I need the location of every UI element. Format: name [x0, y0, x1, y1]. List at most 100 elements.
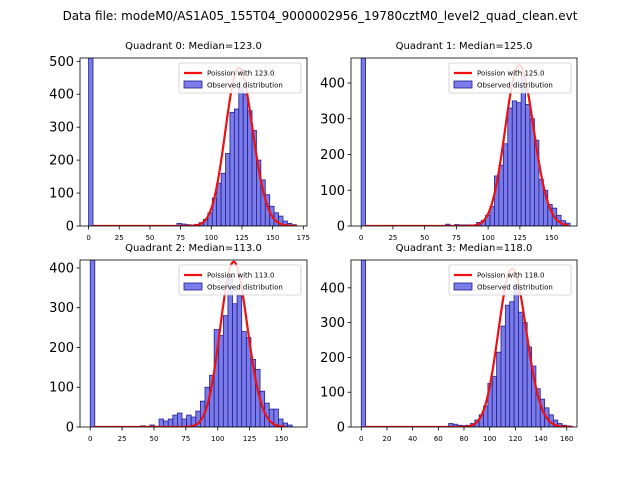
histogram-bar: [88, 58, 94, 226]
x-tick-label: 150: [266, 234, 279, 242]
histogram-bar: [516, 102, 522, 226]
legend-bar-swatch: [183, 282, 203, 291]
histogram-bar: [273, 408, 279, 427]
x-tick-label: 25: [118, 435, 127, 443]
y-tick-label: 400: [49, 261, 74, 276]
x-tick-label: 150: [275, 435, 288, 443]
x-tick-label: 100: [211, 435, 224, 443]
legend-label-poisson: Poission with 123.0: [207, 70, 275, 78]
histogram-bar: [216, 182, 222, 226]
poisson-curve: [94, 260, 286, 427]
y-tick-label: 300: [49, 301, 74, 316]
legend-bar-swatch: [453, 80, 473, 89]
y-tick-label: 400: [49, 88, 74, 103]
legend-box: [448, 62, 572, 94]
histogram-bar: [158, 418, 165, 427]
histogram-bar: [89, 260, 96, 427]
y-tick-label: 100: [49, 381, 74, 396]
x-tick-label: 50: [420, 234, 429, 242]
x-tick-label: 100: [483, 435, 496, 443]
panels: 0 25 50 75 100 125 150 1750100200300400500Quadr…: [49, 41, 578, 443]
histogram-bar: [222, 315, 229, 427]
histogram-bar: [525, 104, 531, 226]
histogram-bar: [513, 283, 519, 427]
legend-bar-swatch: [183, 80, 203, 89]
histogram-bar: [177, 412, 183, 427]
x-tick-label: 40: [408, 435, 417, 443]
histogram-bar: [502, 143, 509, 226]
panel-title: Quadrant 0: Median=123.0: [125, 41, 262, 52]
histogram-bar: [507, 107, 513, 226]
histogram-bar: [229, 111, 235, 226]
legend-label-poisson: Poission with 125.0: [477, 70, 545, 78]
histogram-bar: [511, 100, 518, 226]
legend-box: [178, 62, 302, 94]
plot-area: [88, 58, 298, 226]
y-tick-label: 0: [337, 220, 345, 235]
axes-frame: [79, 57, 308, 227]
x-tick-label: 50: [150, 435, 159, 443]
histogram-bar: [220, 172, 226, 226]
legend-label-poisson: Poission with 118.0: [477, 272, 545, 280]
x-tick-label: 25: [388, 234, 397, 242]
x-tick-label: 125: [513, 234, 526, 242]
legend-bar-swatch: [453, 282, 473, 291]
y-tick-label: 400: [320, 77, 345, 92]
y-tick-label: 300: [320, 316, 345, 331]
x-tick-label: 100: [481, 234, 494, 242]
x-tick-label: 25: [115, 234, 124, 242]
poisson-curve: [92, 66, 298, 226]
histogram-bar: [172, 414, 178, 427]
histogram-bar: [360, 58, 367, 226]
y-tick-label: 400: [320, 281, 345, 296]
y-tick-label: 0: [66, 220, 74, 235]
histogram-bar: [232, 303, 238, 427]
plot-area: [360, 58, 571, 226]
x-tick-label: 140: [534, 435, 547, 443]
panel-3: 0 20 40 60 80 100 120 140 160 0 100 200 300 400 Quadra…: [320, 243, 578, 443]
x-tick-label: 20: [382, 435, 391, 443]
legend-box: [178, 264, 302, 296]
histogram-bar: [225, 153, 231, 226]
histogram-bar: [504, 304, 511, 427]
panel-title: Quadrant 1: Median=125.0: [396, 41, 533, 52]
histogram-bar: [498, 164, 504, 226]
x-tick-label: 0: [88, 435, 92, 443]
y-tick-label: 200: [320, 148, 345, 163]
x-tick-label: 0: [86, 234, 90, 242]
histogram-bar: [496, 351, 502, 427]
x-tick-label: 150: [545, 234, 558, 242]
y-tick-label: 200: [49, 341, 74, 356]
x-tick-label: 75: [181, 435, 190, 443]
legend-box: [448, 264, 572, 296]
histogram-bar: [167, 418, 174, 427]
panel-title: Quadrant 2: Median=113.0: [125, 243, 262, 254]
histogram-bar: [218, 335, 224, 427]
x-tick-label: 50: [145, 234, 154, 242]
plot-area: [89, 260, 293, 427]
y-tick-label: 200: [49, 154, 74, 169]
x-tick-label: 75: [176, 234, 185, 242]
x-tick-label: 100: [205, 234, 218, 242]
y-tick-label: 100: [320, 386, 345, 401]
legend-label-observed: Observed distribution: [207, 284, 283, 292]
x-tick-label: 125: [243, 435, 256, 443]
panel-1: 0 25 50 75 100 125 150 0 100 200 300 400 Quadrant 1:…: [320, 41, 578, 242]
legend-label-observed: Observed distribution: [477, 82, 553, 90]
histogram-bar: [236, 295, 243, 427]
histogram-bar: [509, 301, 515, 427]
y-tick-label: 300: [49, 121, 74, 136]
axes-frame: [79, 259, 308, 428]
y-tick-label: 500: [49, 55, 74, 70]
x-tick-label: 75: [452, 234, 461, 242]
histogram-bar: [518, 311, 524, 427]
histogram-bar: [360, 260, 367, 427]
y-tick-label: 0: [337, 421, 345, 436]
x-tick-label: 80: [460, 435, 469, 443]
panel-2: 0 25 50 75 100 125 150 0 100 200 300 400 Quadrant 2:…: [49, 243, 308, 443]
histogram-bar: [238, 87, 244, 226]
legend-label-poisson: Poission with 113.0: [207, 272, 275, 280]
x-tick-label: 120: [509, 435, 522, 443]
histogram-bar: [241, 331, 247, 427]
y-tick-label: 300: [320, 112, 345, 127]
